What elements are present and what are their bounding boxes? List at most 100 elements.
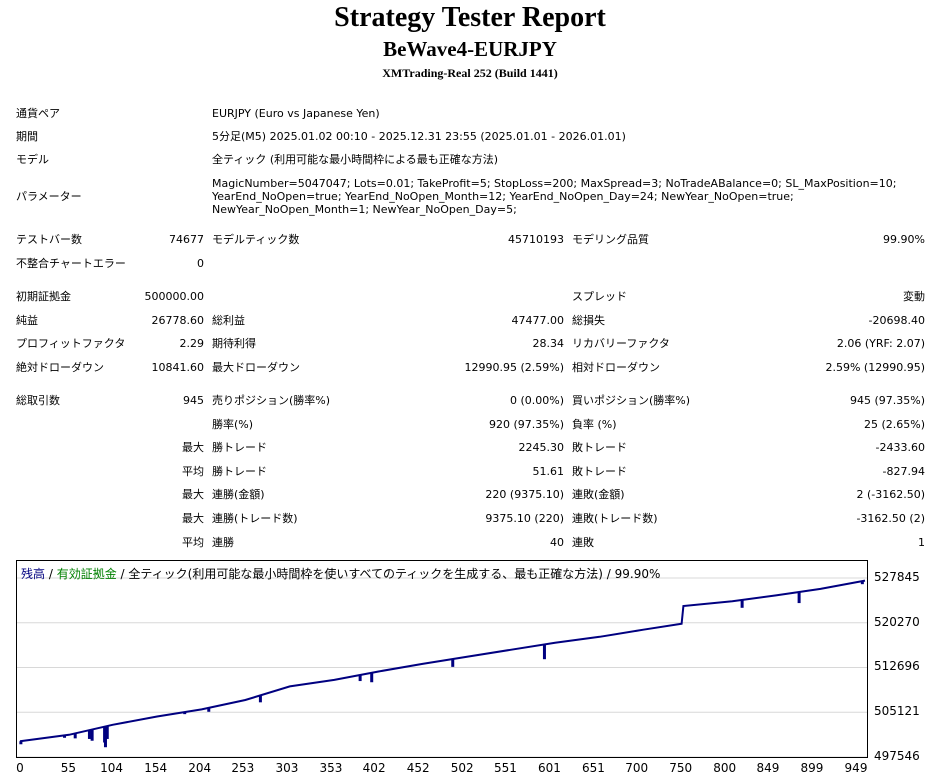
x-tick-label: 502: [450, 761, 474, 775]
max-dd-label: 最大ドローダウン: [212, 361, 300, 374]
legend-description: / 全ティック(利用可能な最小時間枠を使いすべてのティックを生成する、最も正確な…: [116, 567, 661, 581]
symbol-label: 通貨ペア: [16, 107, 60, 120]
quality-value: 99.90%: [883, 233, 925, 246]
largest-win-value: 2245.30: [518, 441, 565, 454]
win-label: 勝率(%): [212, 418, 254, 431]
balance-chart-plot: [17, 577, 867, 757]
params-line2: YearEnd_NoOpen=true; YearEnd_NoOpen_Mont…: [212, 190, 794, 203]
deposit-value: 500000.00: [144, 290, 205, 303]
x-tick-label: 353: [319, 761, 343, 775]
model-label: モデル: [16, 153, 49, 166]
balance-chart: 残高 / 有効証拠金 / 全ティック(利用可能な最小時間枠を使いすべてのティック…: [16, 560, 868, 758]
rel-dd-value: 2.59% (12990.95): [825, 361, 925, 374]
x-tick-label: 750: [669, 761, 693, 775]
gross-profit-label: 総利益: [212, 314, 245, 327]
max-cons-profit-value: 9375.10 (220): [485, 512, 564, 525]
x-tick-label: 55: [60, 761, 77, 775]
params-label: パラメーター: [16, 190, 82, 203]
max-cons-profit-label: 連勝(トレード数): [212, 512, 298, 525]
period-label: 期間: [16, 130, 38, 143]
x-tick-label: 204: [188, 761, 212, 775]
model-value: 全ティック (利用可能な最小時間枠による最も正確な方法): [212, 153, 499, 166]
report-server: XMTrading-Real 252 (Build 1441): [382, 66, 558, 80]
max-dd-value: 12990.95 (2.59%): [464, 361, 564, 374]
x-tick-label: 700: [625, 761, 649, 775]
rel-dd-label: 相対ドローダウン: [572, 361, 660, 374]
avg-cons-win-value: 40: [550, 536, 564, 549]
x-tick-label: 253: [231, 761, 255, 775]
quality-label: モデリング品質: [572, 233, 649, 246]
x-tick-label: 154: [144, 761, 168, 775]
avg-word: 平均: [182, 465, 204, 478]
gross-loss-value: -20698.40: [868, 314, 925, 327]
balance-line: [19, 579, 866, 743]
spread-value: 変動: [903, 290, 925, 303]
y-tick-label: 497546: [874, 749, 920, 763]
expected-label: 期待利得: [212, 337, 256, 350]
bars-value: 74677: [169, 233, 204, 246]
win-value: 920 (97.35%): [488, 418, 564, 431]
long-value: 945 (97.35%): [849, 394, 925, 407]
x-tick-label: 452: [406, 761, 430, 775]
net-label: 純益: [16, 314, 38, 327]
y-tick-label: 512696: [874, 659, 920, 674]
x-tick-label: 402: [362, 761, 386, 775]
abs-dd-label: 絶対ドローダウン: [16, 361, 104, 374]
x-tick-label: 303: [275, 761, 299, 775]
total-label: 総取引数: [16, 394, 60, 407]
avg-word: 平均: [182, 536, 204, 549]
gross-profit-value: 47477.00: [511, 314, 565, 327]
avg-loss-value: -827.94: [882, 465, 925, 478]
y-tick-label: 527845: [874, 570, 920, 584]
avg-cons-win-label: 連勝: [212, 536, 234, 549]
recovery-value: 2.06 (YRF: 2.07): [836, 337, 925, 350]
x-tick-label: 949: [844, 761, 868, 775]
max-cons-lossamt-value: -3162.50 (2): [856, 512, 925, 525]
y-tick-label: 520270: [874, 614, 920, 629]
ticks-value: 45710193: [508, 233, 564, 246]
max-word: 最大: [182, 441, 204, 454]
max-cons-loss-label: 連敗(金額): [572, 488, 625, 501]
symbol-value: EURJPY (Euro vs Japanese Yen): [212, 107, 380, 120]
largest-loss-value: -2433.60: [875, 441, 925, 454]
max-word: 最大: [182, 488, 204, 501]
largest-win-label: 勝トレード: [212, 441, 267, 454]
short-value: 0 (0.00%): [509, 394, 564, 407]
avg-loss-label: 敗トレード: [572, 465, 627, 478]
loss-value: 25 (2.65%): [863, 418, 925, 431]
expected-value: 28.34: [532, 337, 565, 350]
legend-balance: 残高: [21, 567, 46, 581]
max-cons-lossamt-label: 連敗(トレード数): [572, 512, 658, 525]
deposit-label: 初期証拠金: [16, 290, 71, 303]
spread-label: スプレッド: [572, 290, 627, 303]
x-tick-label: 800: [713, 761, 737, 775]
avg-cons-loss-value: 1: [918, 536, 925, 549]
pf-value: 2.29: [179, 337, 205, 350]
gross-loss-label: 総損失: [572, 314, 605, 327]
loss-label: 負率 (%): [572, 418, 617, 431]
max-cons-loss-value: 2 (-3162.50): [856, 488, 925, 501]
report-title: Strategy Tester Report: [334, 2, 606, 33]
ticks-label: モデルティック数: [212, 233, 300, 246]
chart-legend: 残高 / 有効証拠金 / 全ティック(利用可能な最小時間枠を使いすべてのティック…: [21, 565, 660, 582]
bars-label: テストバー数: [16, 233, 82, 246]
params-line3: NewYear_NoOpen_Month=1; NewYear_NoOpen_D…: [212, 203, 517, 216]
x-tick-label: 849: [756, 761, 780, 775]
largest-loss-label: 敗トレード: [572, 441, 627, 454]
x-tick-label: 551: [493, 761, 517, 775]
avg-win-value: 51.61: [532, 465, 565, 478]
mismatch-value: 0: [197, 257, 204, 270]
mismatch-label: 不整合チャートエラー: [16, 257, 126, 270]
max-cons-win-value: 220 (9375.10): [485, 488, 564, 501]
period-value: 5分足(M5) 2025.01.02 00:10 - 2025.12.31 23…: [212, 130, 626, 143]
pf-label: プロフィットファクタ: [16, 337, 126, 350]
legend-separator: /: [45, 567, 57, 581]
y-tick-label: 505121: [874, 704, 920, 719]
x-tick-label: 601: [537, 761, 561, 775]
recovery-label: リカバリーファクタ: [572, 337, 670, 350]
max-cons-win-label: 連勝(金額): [212, 488, 265, 501]
long-label: 買いポジション(勝率%): [572, 394, 691, 407]
max-word: 最大: [182, 512, 204, 525]
avg-win-label: 勝トレード: [212, 465, 267, 478]
x-tick-label: 899: [800, 761, 824, 775]
